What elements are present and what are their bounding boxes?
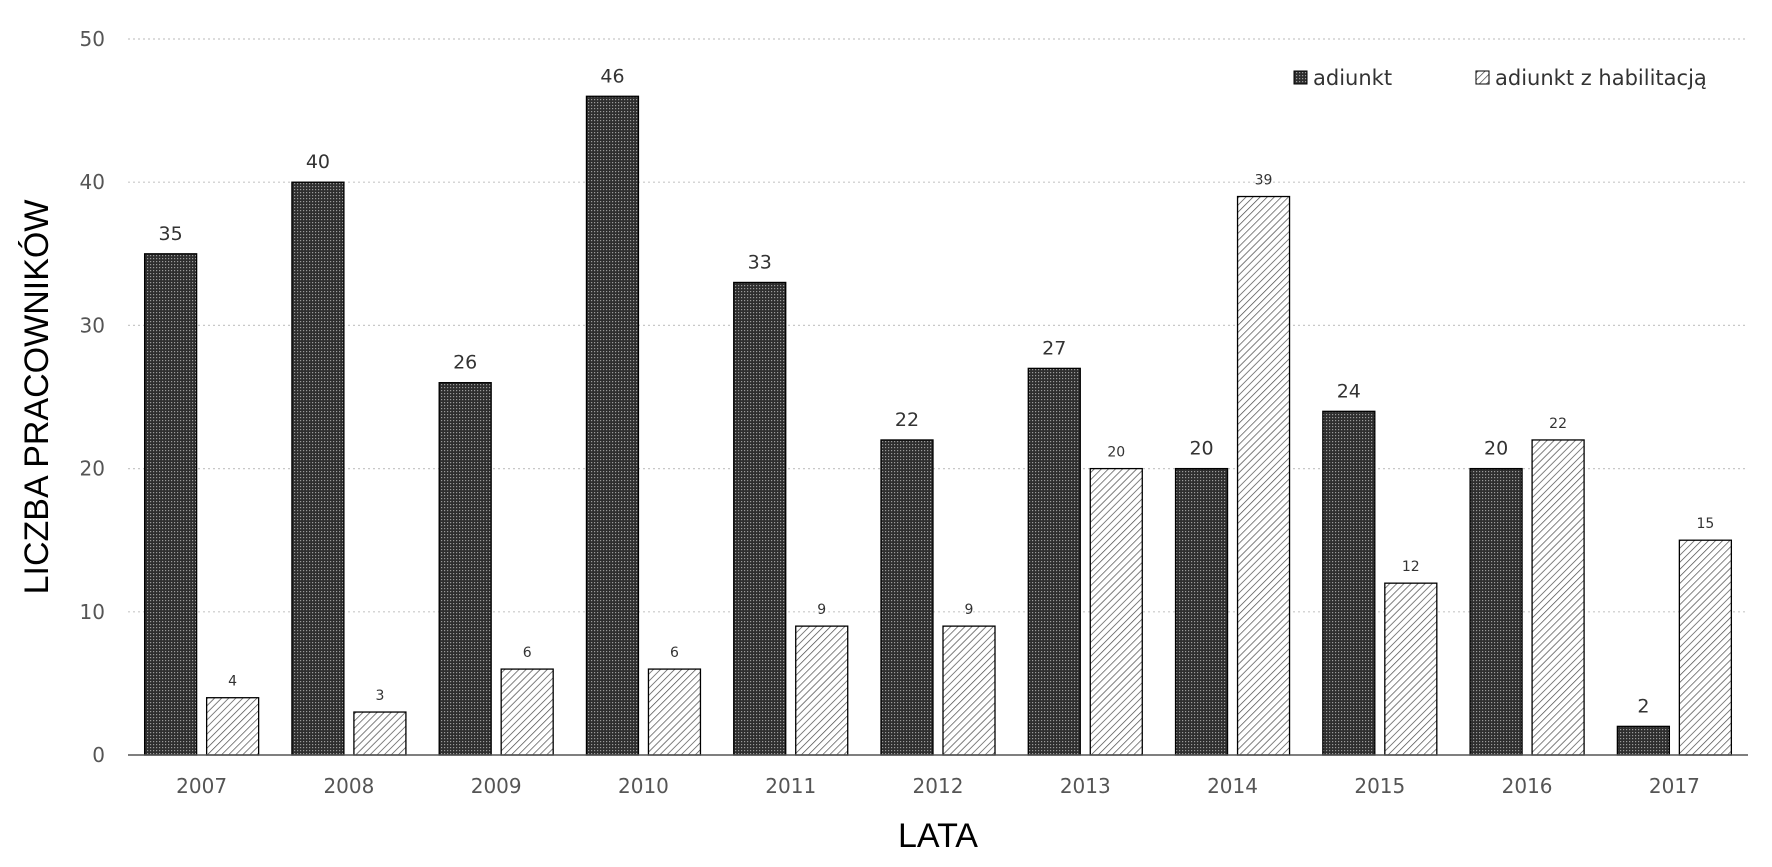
data-label: 6 <box>523 645 532 661</box>
bar-adiunkt-z-habilitacja <box>1236 195 1291 756</box>
bar-adiunkt-z-habilitacja <box>1531 439 1585 756</box>
bar-adiunkt-z-habilitacja <box>647 668 702 756</box>
data-label: 46 <box>600 65 624 87</box>
bar-adiunkt <box>291 181 345 756</box>
bar-adiunkt-z-habilitacja <box>942 625 996 756</box>
data-label: 9 <box>965 602 974 618</box>
bar-adiunkt-z-habilitacja <box>1384 582 1438 756</box>
bars <box>143 95 1733 756</box>
data-label: 24 <box>1337 380 1361 402</box>
x-tick-label: 2014 <box>1207 774 1258 798</box>
x-tick-label: 2007 <box>176 774 227 798</box>
data-label: 20 <box>1484 438 1508 460</box>
data-label: 2 <box>1637 695 1649 717</box>
bar-adiunkt <box>1027 367 1081 756</box>
x-tick-label: 2009 <box>471 774 522 798</box>
data-label: 3 <box>375 688 384 704</box>
bar-adiunkt <box>880 439 934 756</box>
y-axis-title: LICZBA PRACOWNIKÓW <box>18 200 56 595</box>
bar-adiunkt <box>1174 467 1229 756</box>
legend-label-adiunkt-z-habilitacja: adiunkt z habilitacją <box>1495 66 1707 90</box>
x-tick-label: 2010 <box>618 774 669 798</box>
bar-adiunkt <box>585 95 640 756</box>
x-axis-ticks: 2007 2008 2009 2010 2011 2012 2013 2014 2015 2016… <box>176 774 1700 798</box>
y-tick-label: 0 <box>92 743 105 767</box>
x-tick-label: 2017 <box>1649 774 1700 798</box>
data-label: 6 <box>670 645 679 661</box>
legend-swatch-adiunkt <box>1293 70 1308 85</box>
bar-adiunkt <box>1616 725 1671 756</box>
data-label: 22 <box>1549 416 1567 432</box>
x-tick-label: 2011 <box>765 774 816 798</box>
x-tick-label: 2016 <box>1502 774 1553 798</box>
x-tick-label: 2015 <box>1354 774 1405 798</box>
data-label: 15 <box>1696 516 1714 532</box>
data-label: 20 <box>1107 445 1125 461</box>
bar-adiunkt-z-habilitacja <box>1678 539 1733 756</box>
bar-adiunkt-z-habilitacja <box>500 668 554 756</box>
data-label: 40 <box>306 151 330 173</box>
data-label: 39 <box>1255 173 1273 189</box>
data-label: 33 <box>748 251 772 273</box>
bar-adiunkt-z-habilitacja <box>353 711 407 756</box>
bar-adiunkt <box>1322 410 1376 756</box>
x-tick-label: 2008 <box>323 774 374 798</box>
x-tick-label: 2012 <box>913 774 964 798</box>
legend-label-adiunkt: adiunkt <box>1313 66 1392 90</box>
y-tick-label: 50 <box>80 27 105 51</box>
data-label: 9 <box>817 602 826 618</box>
y-tick-label: 30 <box>80 313 105 337</box>
data-label: 4 <box>228 674 237 690</box>
bar-adiunkt <box>733 281 787 756</box>
x-tick-label: 2013 <box>1060 774 1111 798</box>
bar-adiunkt <box>1469 467 1523 756</box>
y-tick-label: 20 <box>80 457 105 481</box>
data-label: 12 <box>1402 559 1420 575</box>
bar-adiunkt <box>143 253 198 756</box>
y-axis-ticks: 0 10 20 30 40 50 <box>80 27 105 767</box>
data-label: 20 <box>1189 438 1213 460</box>
y-tick-label: 10 <box>80 600 105 624</box>
x-axis-title: LATA <box>898 817 978 855</box>
bar-adiunkt-z-habilitacja <box>795 625 849 756</box>
data-label: 27 <box>1042 337 1066 359</box>
legend-swatch-adiunkt-z-habilitacja <box>1475 70 1490 85</box>
data-label: 35 <box>159 223 183 245</box>
y-tick-label: 40 <box>80 170 105 194</box>
bar-adiunkt <box>438 382 492 756</box>
legend: adiunkt adiunkt z habilitacją <box>1293 66 1707 90</box>
bar-adiunkt-z-habilitacja <box>205 697 260 756</box>
bar-adiunkt-z-habilitacja <box>1089 467 1143 756</box>
data-label: 22 <box>895 409 919 431</box>
data-label: 26 <box>453 352 477 374</box>
